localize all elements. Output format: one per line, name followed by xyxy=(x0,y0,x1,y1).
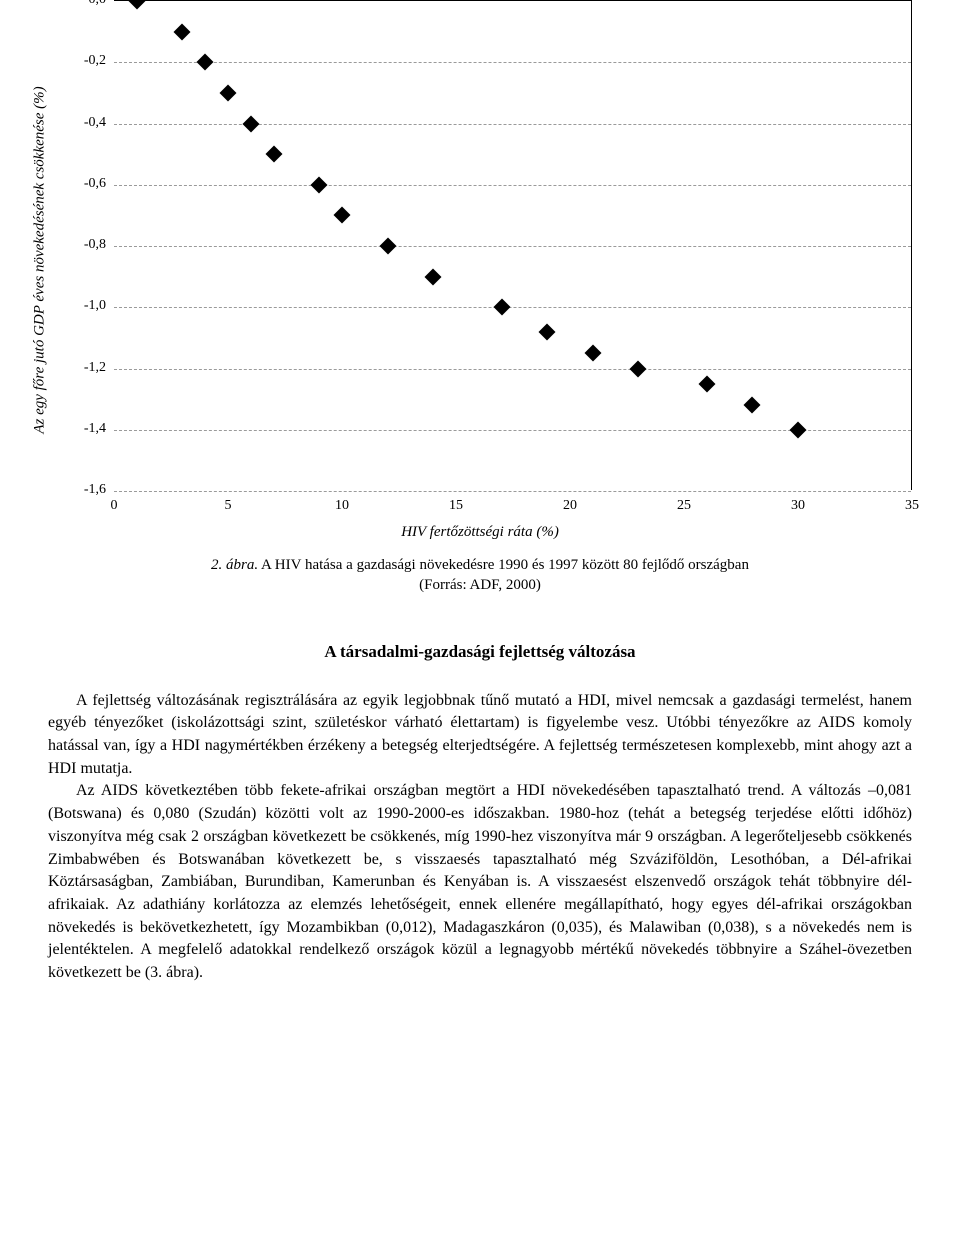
chart-ytick: -1,6 xyxy=(66,482,106,498)
chart-marker xyxy=(493,299,510,316)
chart-gridline xyxy=(114,246,911,247)
chart-marker xyxy=(539,323,556,340)
section-title: A társadalmi-gazdasági fejlettség változ… xyxy=(48,642,912,662)
chart-ytick: 0,0 xyxy=(66,0,106,8)
chart-marker xyxy=(744,397,761,414)
chart-ytick: -0,6 xyxy=(66,176,106,192)
chart-marker xyxy=(197,54,214,71)
chart-ytick: -0,8 xyxy=(66,237,106,253)
chart-xtick: 35 xyxy=(905,498,919,514)
gdp-hiv-chart: Az egy főre jutó GDP éves növekedésének … xyxy=(48,0,912,520)
chart-ytick: -0,2 xyxy=(66,53,106,69)
chart-marker xyxy=(311,176,328,193)
chart-marker xyxy=(790,421,807,438)
chart-marker xyxy=(242,115,259,132)
chart-ytick: -1,2 xyxy=(66,360,106,376)
chart-marker xyxy=(584,345,601,362)
chart-marker xyxy=(630,360,647,377)
chart-ytick: -1,0 xyxy=(66,298,106,314)
caption-text: A HIV hatása a gazdasági növekedésre 199… xyxy=(258,557,749,573)
chart-ytick: -0,4 xyxy=(66,115,106,131)
chart-marker xyxy=(698,375,715,392)
chart-marker xyxy=(128,0,145,9)
chart-gridline xyxy=(114,369,911,370)
body-text: A fejlettség változásának regisztrálásár… xyxy=(48,690,912,985)
chart-gridline xyxy=(114,62,911,63)
chart-marker xyxy=(220,84,237,101)
figure-caption: 2. ábra. A HIV hatása a gazdasági növeke… xyxy=(48,555,912,596)
chart-plot-area xyxy=(114,0,912,490)
chart-xtick: 20 xyxy=(563,498,577,514)
chart-gridline xyxy=(114,491,911,492)
paragraph: A fejlettség változásának regisztrálásár… xyxy=(48,690,912,781)
caption-label: 2. ábra. xyxy=(211,557,258,573)
chart-xtick: 5 xyxy=(225,498,232,514)
chart-marker xyxy=(425,268,442,285)
chart-ylabel: Az egy főre jutó GDP éves növekedésének … xyxy=(32,86,49,433)
chart-xtick: 25 xyxy=(677,498,691,514)
chart-gridline xyxy=(114,307,911,308)
chart-gridline xyxy=(114,124,911,125)
paragraph: Az AIDS következtében több fekete-afrika… xyxy=(48,780,912,984)
chart-xtick: 15 xyxy=(449,498,463,514)
caption-source: (Forrás: ADF, 2000) xyxy=(419,577,541,593)
chart-xtick: 10 xyxy=(335,498,349,514)
chart-ytick: -1,4 xyxy=(66,421,106,437)
chart-xlabel: HIV fertőzöttségi ráta (%) xyxy=(48,524,912,541)
chart-marker xyxy=(379,238,396,255)
chart-gridline xyxy=(114,185,911,186)
chart-marker xyxy=(174,23,191,40)
chart-marker xyxy=(265,146,282,163)
chart-marker xyxy=(334,207,351,224)
chart-xtick: 0 xyxy=(111,498,118,514)
chart-xtick: 30 xyxy=(791,498,805,514)
